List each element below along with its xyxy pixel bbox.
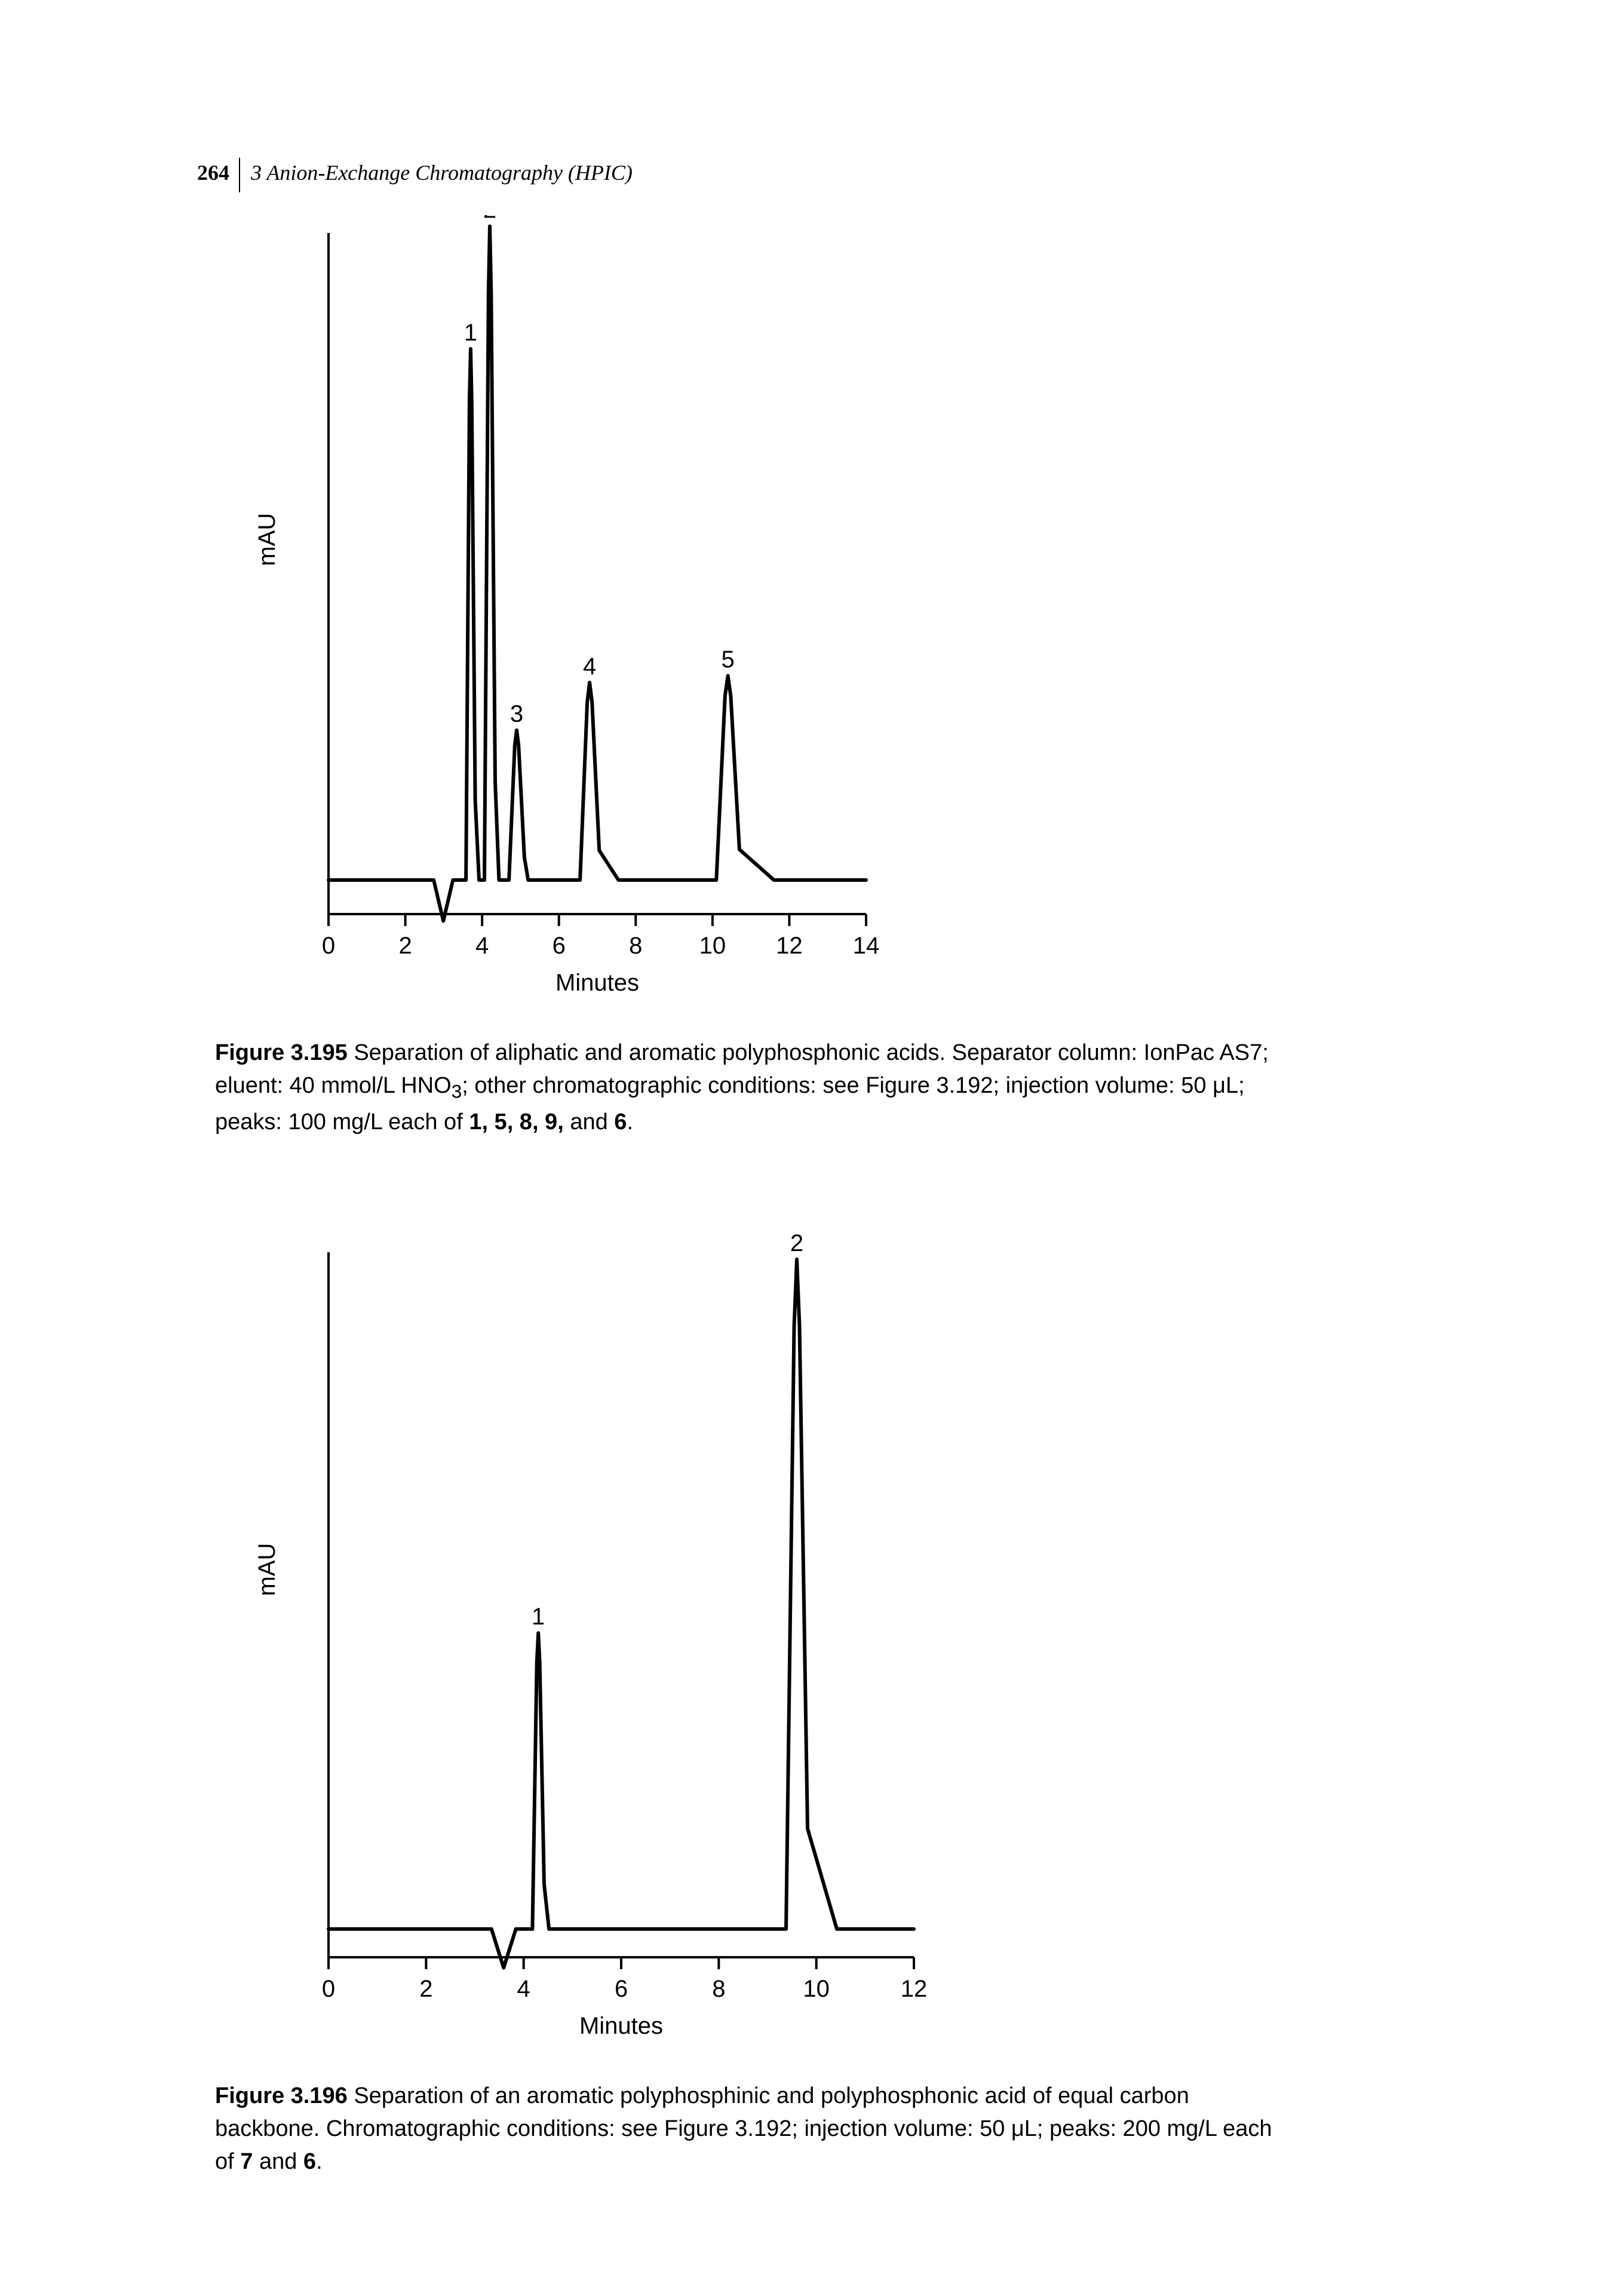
caption-text-4: . [627,1109,633,1135]
caption-text-3: and [564,1109,615,1135]
figure-195-chart: 02468101214MinutesmAU12345 [233,215,1384,1001]
svg-text:1: 1 [464,320,477,346]
caption-196-text-1: Separation of an aromatic polyphosphinic… [215,2083,1272,2174]
caption-label-196: Figure 3.196 [215,2083,348,2108]
svg-text:14: 14 [853,933,880,959]
caption-bold-peaks: 1, 5, 8, 9, [469,1109,563,1135]
page-header: 264 3 Anion-Exchange Chromatography (HPI… [197,155,633,190]
svg-text:4: 4 [475,933,489,959]
caption-label: Figure 3.195 [215,1040,348,1065]
svg-text:0: 0 [322,1976,335,2002]
svg-text:4: 4 [517,1976,530,2002]
figure-196-block: 024681012MinutesmAU12 Figure 3.196 Separ… [215,1234,1384,2178]
svg-text:6: 6 [615,1976,628,2002]
svg-text:10: 10 [699,933,726,959]
caption-sub: 3 [452,1081,462,1102]
header-rule [239,158,240,192]
svg-text:8: 8 [629,933,642,959]
svg-text:Minutes: Minutes [579,2013,663,2039]
svg-text:6: 6 [553,933,566,959]
svg-text:3: 3 [510,701,523,727]
svg-text:2: 2 [790,1234,803,1256]
caption-196-text-3: . [316,2149,323,2174]
svg-text:10: 10 [803,1976,830,2002]
figure-195-caption: Figure 3.195 Separation of aliphatic and… [215,1037,1290,1139]
svg-text:mAU: mAU [254,1543,280,1596]
svg-text:12: 12 [901,1976,928,2002]
svg-text:2: 2 [419,1976,432,2002]
figure-195-block: 02468101214MinutesmAU12345 Figure 3.195 … [215,215,1384,1139]
svg-text:mAU: mAU [254,513,280,566]
svg-text:Minutes: Minutes [555,970,639,996]
chapter-title: 3 Anion-Exchange Chromatography (HPIC) [251,160,633,185]
figure-196-chart: 024681012MinutesmAU12 [233,1234,1384,2044]
svg-text:2: 2 [483,215,496,223]
svg-text:4: 4 [583,653,596,679]
caption-196-text-2: and [253,2149,303,2174]
caption-196-bold-peaks: 7 [240,2149,253,2174]
svg-text:1: 1 [532,1604,545,1630]
svg-text:8: 8 [712,1976,725,2002]
caption-bold-last: 6 [614,1109,627,1135]
svg-text:5: 5 [721,646,734,673]
svg-text:2: 2 [398,933,412,959]
svg-text:12: 12 [776,933,803,959]
chart-195-svg: 02468101214MinutesmAU12345 [233,215,884,998]
page: 264 3 Anion-Exchange Chromatography (HPI… [0,0,1599,2296]
chart-196-svg: 024681012MinutesmAU12 [233,1234,932,2041]
figure-196-caption: Figure 3.196 Separation of an aromatic p… [215,2080,1290,2178]
caption-196-bold-last: 6 [303,2149,316,2174]
svg-text:0: 0 [322,933,335,959]
page-number: 264 [197,160,239,185]
